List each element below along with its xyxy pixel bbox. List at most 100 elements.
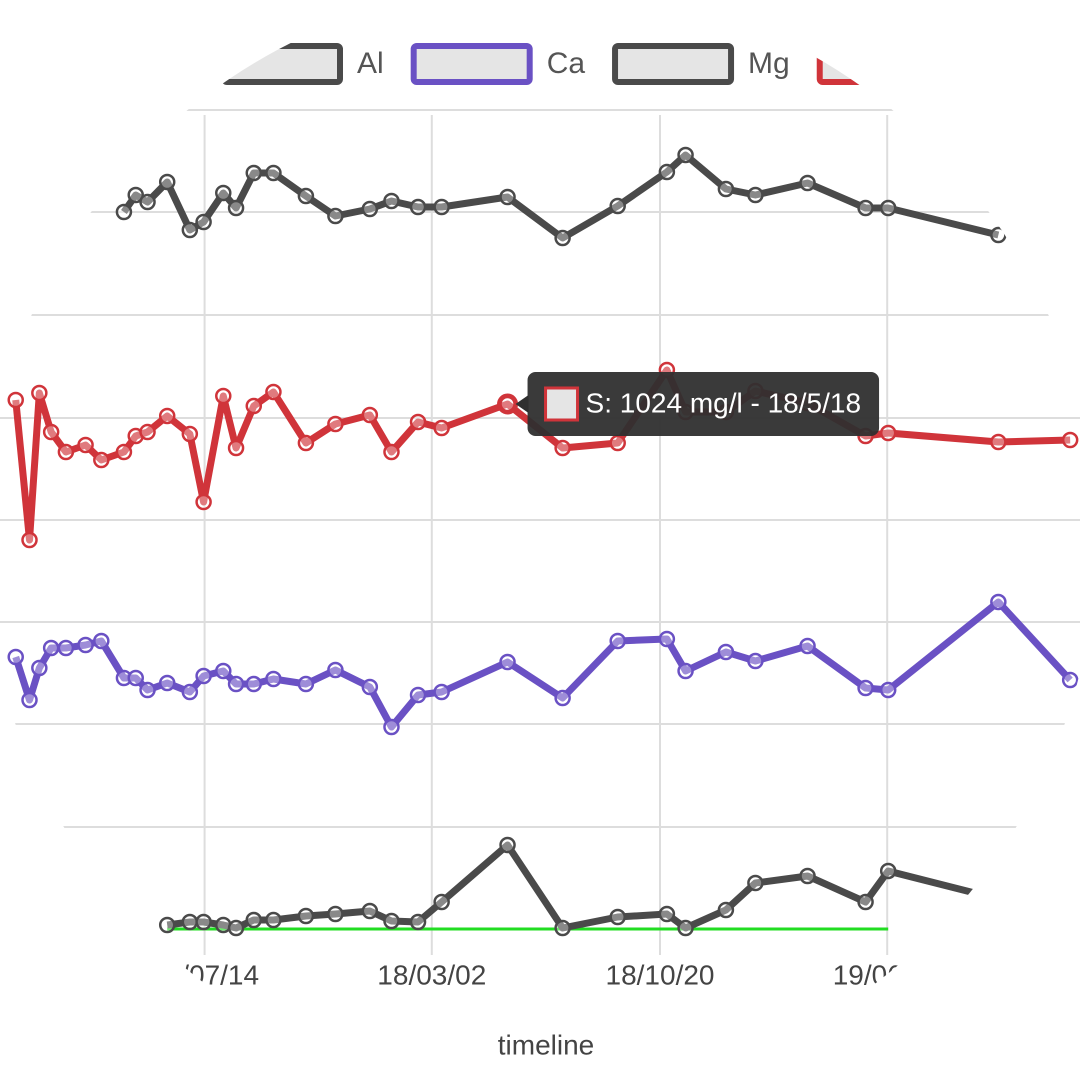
point [227,675,245,693]
tooltip-pointer [515,395,529,413]
point [747,186,764,204]
legend-label: Ca [547,47,586,80]
point [499,653,516,671]
point [195,913,212,931]
point [990,593,1007,611]
point [879,424,897,442]
point [857,893,874,911]
point [297,434,315,452]
tooltip-text: S: 1024 mg/l - 18/5/18 [586,387,862,418]
point [115,669,133,687]
point [42,423,60,441]
point [7,391,24,409]
point [327,905,344,923]
point [433,419,450,437]
point [499,188,516,206]
point [433,198,450,216]
point [265,383,282,401]
x-axis-title: timeline [498,1029,594,1060]
point [554,919,571,937]
point [361,678,379,696]
point [658,630,676,648]
legend-swatch [410,43,533,85]
point [297,187,315,205]
point [93,632,110,650]
point [42,639,60,657]
point [181,221,199,239]
point [799,867,816,885]
point [554,689,571,707]
point [609,632,626,650]
point [361,406,379,424]
point [265,670,282,688]
point [409,413,427,431]
point [215,662,232,680]
point [747,874,764,892]
point [158,407,176,425]
legend-label: S [953,47,973,80]
point [327,415,344,433]
point [609,908,626,926]
point [799,637,816,655]
point [245,911,263,929]
legend-swatch [816,43,939,85]
point [57,443,75,461]
point [433,683,450,701]
point [31,384,48,402]
point [990,890,1007,908]
point [879,199,897,217]
legend-label: Mg [748,47,790,80]
point [195,493,212,511]
point [879,681,897,699]
plot-area: timeline 17/07/14 18/03/02 18/10/20 19/06/0… [0,43,1080,1060]
series-line [166,841,1000,932]
point [195,213,212,231]
point [717,180,735,198]
point [857,679,874,697]
point [747,652,764,670]
point [717,901,735,919]
point [245,397,263,415]
point [677,146,694,164]
point [297,675,315,693]
point [499,836,516,854]
point [245,675,263,693]
point [57,639,75,657]
point [139,681,156,699]
point [215,387,232,405]
point [181,683,199,701]
point [139,193,156,211]
x-tick-label: 19/06/08 [833,959,942,990]
point [717,643,735,661]
point [227,199,245,217]
x-tick-label: 17/07/14 [150,959,259,990]
point [383,192,400,210]
legend-swatch [612,43,735,85]
point [115,203,133,221]
point [383,718,400,736]
point [21,531,38,549]
x-tick-label: 18/10/20 [606,959,715,990]
point [265,911,282,929]
point [158,916,176,934]
point [127,669,144,687]
point [383,912,400,930]
point [1061,431,1079,449]
point [327,207,344,225]
point [677,662,694,680]
point [181,913,199,931]
point [127,186,144,204]
point [265,164,282,182]
tooltip: S: 1024 mg/l - 18/5/18 [515,372,880,436]
point [857,199,874,217]
point [409,686,427,704]
point [158,674,176,692]
point [215,184,232,202]
point [409,913,427,931]
point [361,200,379,218]
point [990,226,1007,244]
point [77,636,94,654]
point [327,661,344,679]
